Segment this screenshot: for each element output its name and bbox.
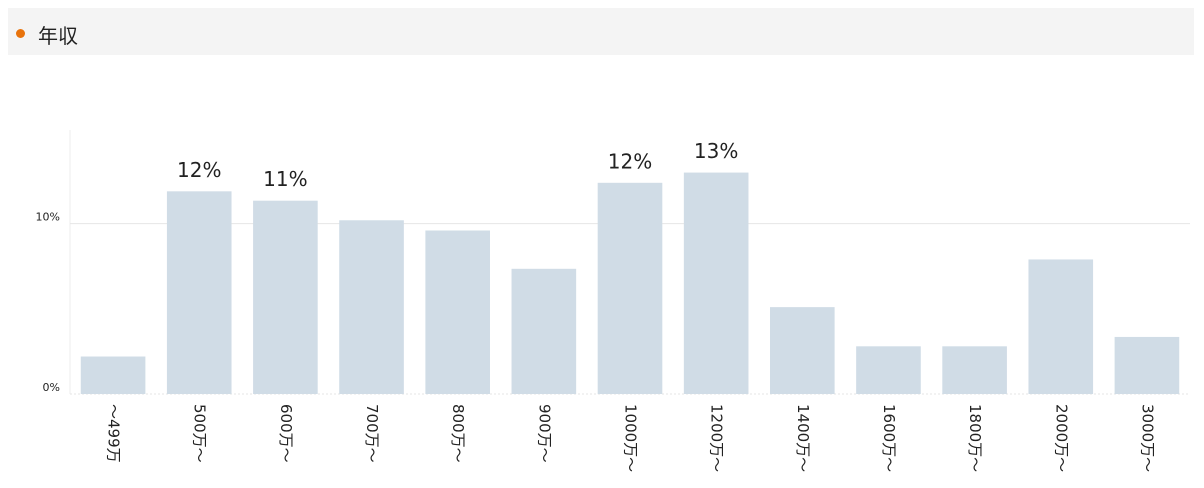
x-tick-label: 3000万～ [1138, 404, 1156, 472]
section-header: 年収 [8, 8, 1194, 55]
chart-title: 年収 [38, 24, 78, 48]
data-label: 13% [694, 139, 738, 163]
bar [942, 346, 1007, 394]
x-tick-label: 600万～ [277, 404, 295, 463]
y-tick-label: 10% [36, 211, 60, 224]
bar [166, 191, 232, 394]
bar [425, 230, 490, 394]
bar [683, 172, 749, 394]
bar [597, 182, 663, 394]
x-tick-label: 700万～ [363, 404, 381, 463]
data-label: 12% [177, 158, 221, 182]
bar [339, 220, 404, 394]
x-tick-label: 800万～ [449, 404, 467, 463]
data-label: 12% [608, 149, 652, 173]
x-tick-label: 900万～ [535, 404, 553, 463]
x-tick-label: 1000万～ [622, 404, 640, 472]
x-tick-label: 500万～ [191, 404, 209, 463]
bullet [16, 29, 25, 38]
bar [253, 200, 318, 394]
x-tick-label: 1800万～ [966, 404, 984, 472]
y-tick-label: 0% [43, 381, 60, 394]
bar [856, 346, 921, 394]
x-tick-label: 1600万～ [880, 404, 898, 472]
data-label: 11% [263, 167, 307, 191]
x-tick-label: 1400万～ [794, 404, 812, 472]
x-tick-label: 2000万～ [1052, 404, 1070, 472]
bar [1028, 259, 1094, 394]
bar [1114, 336, 1180, 394]
bar [511, 268, 577, 394]
bar [80, 356, 146, 394]
x-tick-label: 1200万～ [708, 404, 726, 472]
x-tick-label: ～499万 [105, 404, 123, 463]
bar [770, 307, 835, 394]
